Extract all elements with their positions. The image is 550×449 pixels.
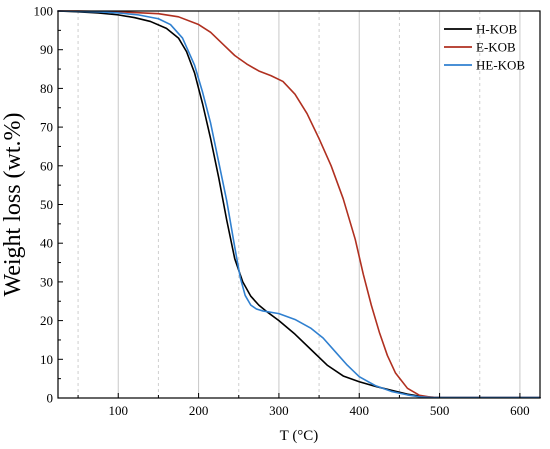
x-tick-label: 200	[189, 403, 209, 418]
x-axis-title: T (°C)	[280, 428, 319, 444]
y-tick-label: 10	[40, 352, 53, 367]
legend-label: H-KOB	[476, 22, 517, 37]
series-line	[57, 10, 541, 399]
y-tick-label: 100	[34, 4, 54, 19]
y-tick-label: 40	[40, 236, 53, 251]
y-tick-label: 90	[40, 42, 53, 57]
y-tick-label: 80	[40, 81, 53, 96]
legend: H-KOB E-KOB HE-KOB	[444, 22, 525, 73]
y-axis-title: Weight loss (wt.%)	[0, 112, 26, 296]
series-lines	[57, 10, 541, 399]
x-tick-label: 600	[510, 403, 530, 418]
legend-label: HE-KOB	[476, 58, 525, 73]
series-line	[57, 10, 541, 399]
x-tick-label: 100	[109, 403, 129, 418]
y-tick-label: 50	[40, 197, 53, 212]
grid	[77, 11, 521, 398]
x-tick-label: 400	[350, 403, 370, 418]
x-tick-label: 500	[430, 403, 450, 418]
y-tick-label: 20	[40, 313, 53, 328]
y-tick-label: 30	[40, 274, 53, 289]
x-tick-label: 300	[269, 403, 289, 418]
y-tick-label: 0	[47, 391, 54, 406]
legend-label: E-KOB	[476, 40, 516, 55]
axis-ticks: 100 200 300 400 500 600 0 10 20 30 40 50 60 70 80 90 100	[34, 4, 530, 419]
y-tick-label: 70	[40, 120, 53, 135]
y-tick-label: 60	[40, 158, 53, 173]
